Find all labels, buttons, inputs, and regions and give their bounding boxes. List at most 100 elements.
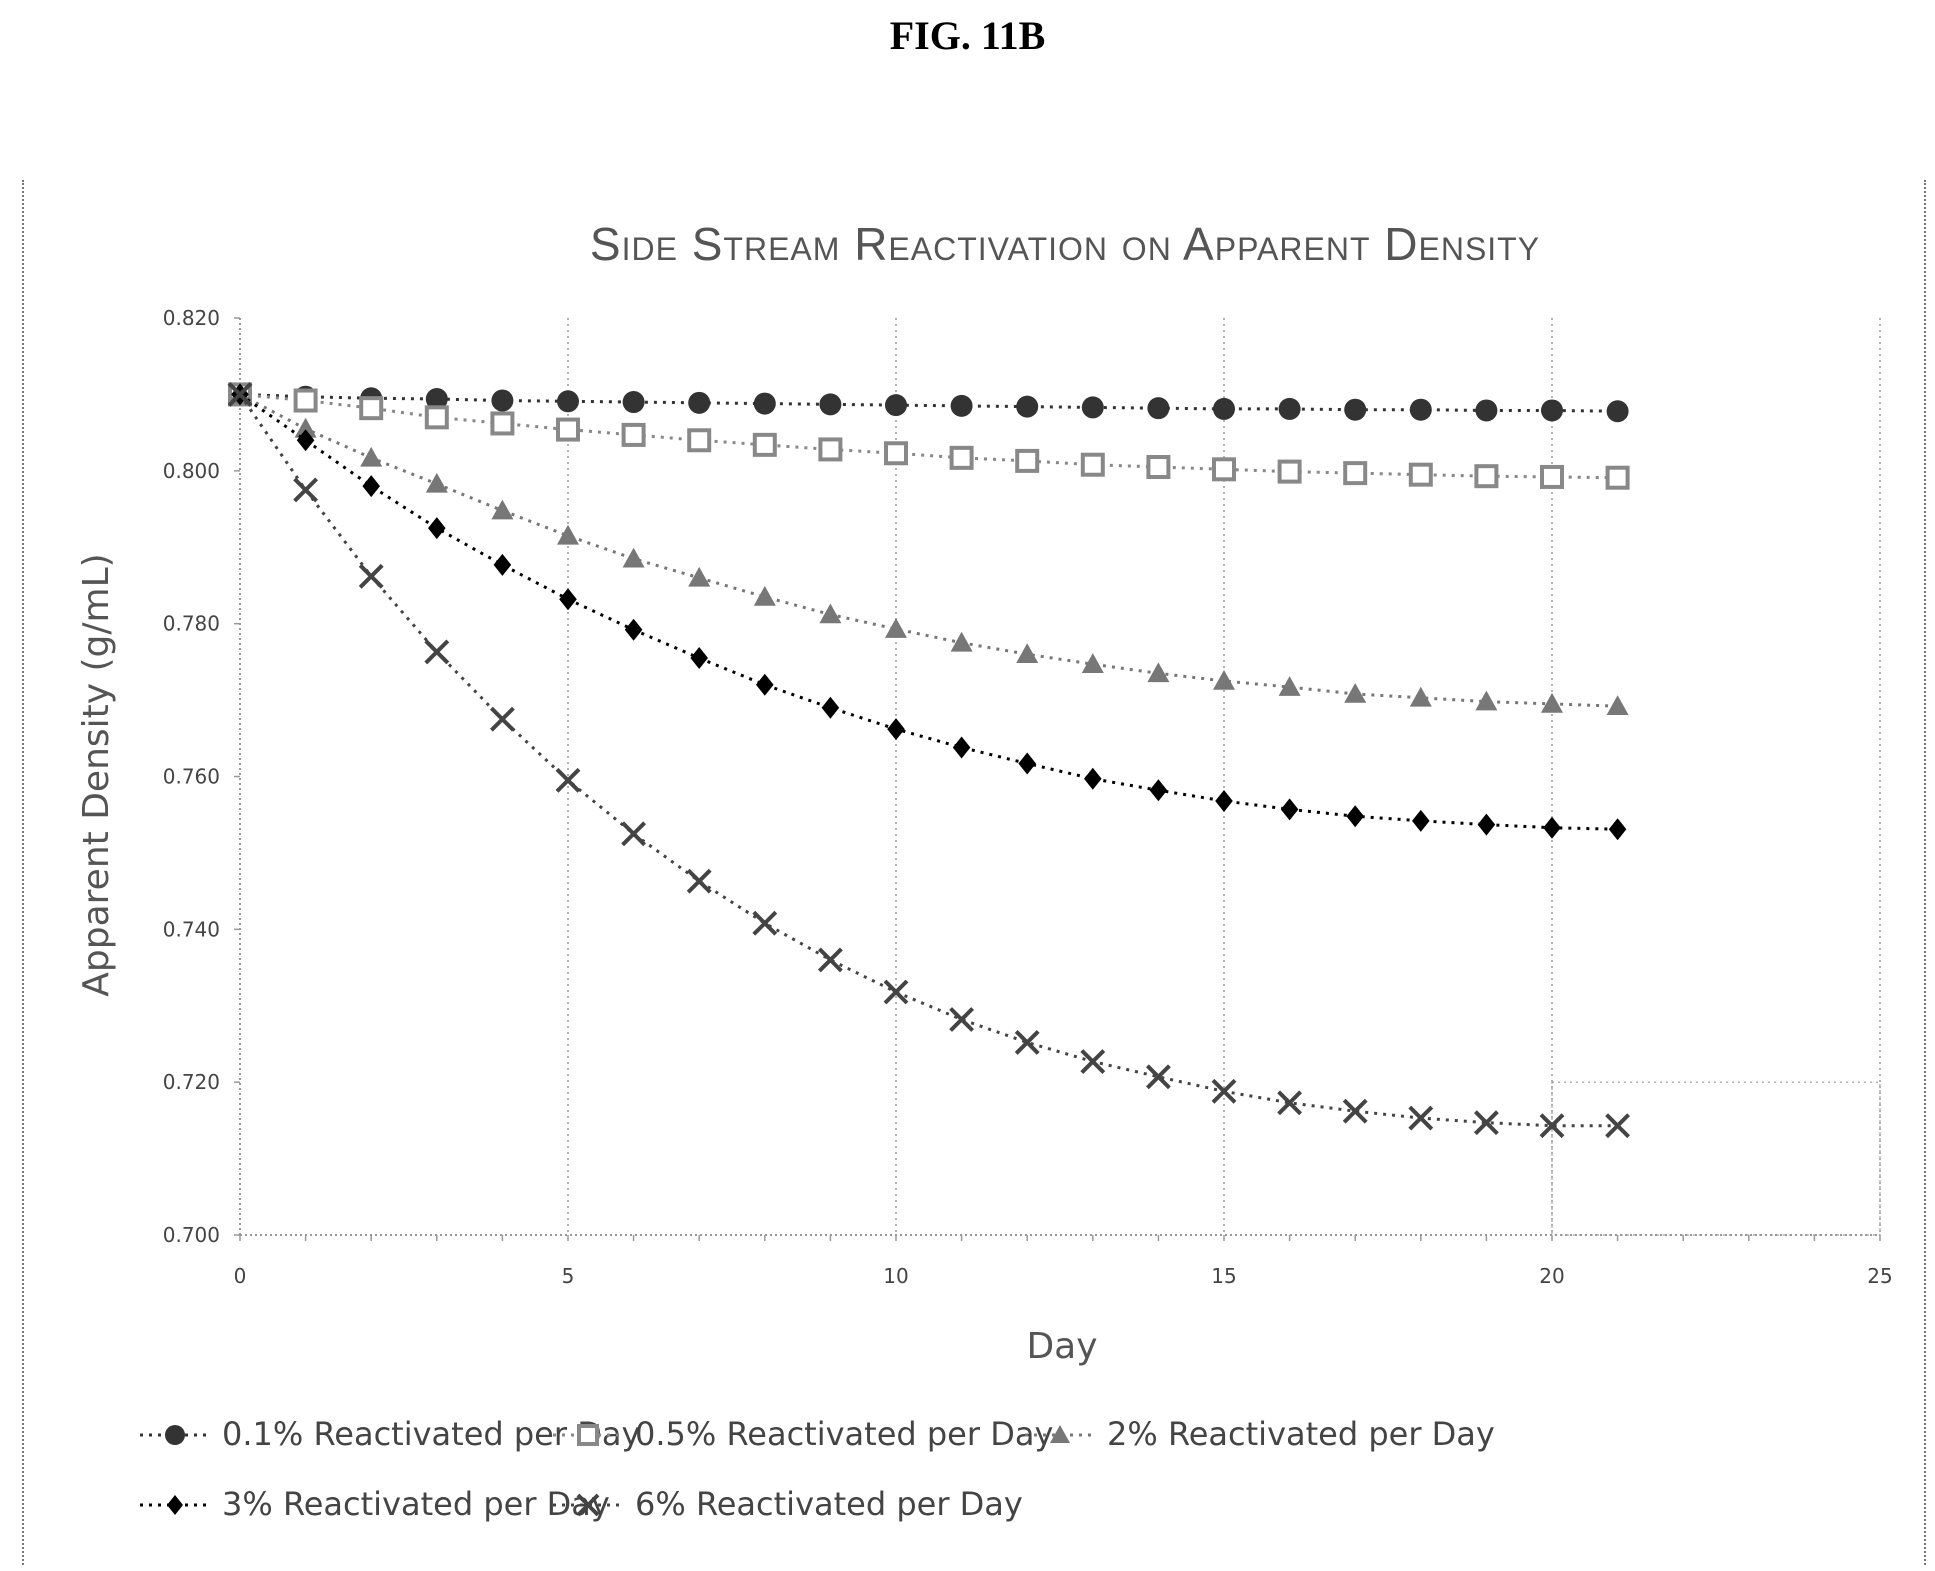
data-point (1342, 1098, 1368, 1124)
data-point (1541, 399, 1563, 422)
data-point (358, 563, 384, 589)
chart-title: Side Stream Reactivation on Apparent Den… (590, 218, 1540, 270)
legend-label: 0.1% Reactivated per Day (222, 1415, 640, 1453)
data-point (1080, 1049, 1106, 1074)
data-point (949, 445, 974, 470)
data-point (1149, 779, 1168, 802)
data-point (818, 437, 843, 462)
data-point (1475, 399, 1498, 422)
data-point (885, 394, 907, 417)
data-point (1016, 643, 1039, 664)
data-point (819, 603, 842, 624)
data-point (752, 432, 777, 457)
data-point (621, 422, 646, 447)
data-point (1081, 653, 1104, 673)
legend-label: 3% Reactivated per Day (222, 1485, 610, 1523)
y-tick-label: 0.800 (163, 459, 220, 483)
data-point (293, 388, 318, 413)
data-point (1015, 448, 1040, 473)
data-point (428, 517, 446, 540)
data-point (687, 428, 712, 453)
data-point (490, 411, 515, 436)
x-tick-label: 25 (1867, 1264, 1892, 1288)
data-point (688, 566, 711, 587)
y-axis-label: Apparent Density (g/mL) (76, 553, 117, 996)
legend-item: 0.5% Reactivated per Day (553, 1415, 1053, 1453)
legend-item: 6% Reactivated per Day (553, 1485, 1023, 1523)
data-point (1014, 1030, 1040, 1055)
data-point (359, 396, 384, 421)
data-point (1606, 695, 1629, 715)
data-point (1147, 397, 1170, 420)
series-line (239, 393, 1618, 831)
data-point (556, 417, 580, 442)
data-point (1146, 455, 1171, 480)
data-point (817, 947, 843, 973)
data-point (621, 821, 647, 847)
data-point (885, 618, 907, 638)
data-point (1605, 1113, 1631, 1139)
data-point (690, 647, 708, 670)
data-point (686, 868, 712, 894)
x-axis-label: Day (1026, 1326, 1097, 1367)
data-point (1543, 816, 1561, 839)
data-point (1277, 1090, 1303, 1116)
data-point (622, 391, 645, 414)
data-point (1473, 1110, 1499, 1136)
data-point (1409, 686, 1432, 707)
data-point (424, 405, 449, 430)
data-point (1145, 1064, 1171, 1090)
data-point (1475, 690, 1498, 711)
data-point (577, 1424, 599, 1446)
data-point (1213, 669, 1235, 690)
data-point (167, 1495, 183, 1515)
data-point (1477, 813, 1496, 836)
data-point (622, 547, 645, 568)
data-point (491, 389, 514, 412)
data-point (1346, 805, 1364, 828)
x-tick-label: 15 (1211, 1264, 1236, 1288)
data-point (1344, 398, 1367, 421)
data-point (1408, 1105, 1434, 1131)
data-point (1211, 1078, 1237, 1104)
data-point (1344, 682, 1367, 703)
data-point (425, 472, 448, 493)
series-1 (228, 382, 1630, 490)
data-point (555, 767, 581, 793)
legend-label: 2% Reactivated per Day (1107, 1415, 1495, 1453)
data-point (1213, 397, 1235, 420)
figure-label: FIG. 11B (889, 13, 1046, 58)
data-point (1280, 798, 1299, 821)
legend-label: 0.5% Reactivated per Day (635, 1415, 1053, 1453)
data-point (1215, 789, 1233, 812)
legend-item: 2% Reactivated per Day (1025, 1415, 1495, 1453)
x-tick-label: 10 (883, 1264, 908, 1288)
data-point (1081, 396, 1104, 419)
series-3 (231, 383, 1627, 841)
series-line (238, 393, 1618, 1128)
data-point (884, 441, 908, 466)
x-tick-label: 5 (562, 1264, 575, 1288)
data-point (1277, 459, 1302, 484)
data-point (424, 639, 450, 665)
data-point (557, 390, 579, 413)
data-point (624, 618, 643, 641)
data-point (1540, 464, 1564, 489)
legend-item: 3% Reactivated per Day (140, 1485, 610, 1523)
data-point (1212, 457, 1236, 482)
data-point (296, 429, 315, 452)
y-tick-label: 0.760 (163, 765, 220, 789)
data-point (362, 475, 380, 498)
data-point (821, 696, 840, 719)
series-4 (227, 382, 1631, 1139)
y-tick-label: 0.700 (163, 1223, 220, 1247)
data-point (1412, 809, 1430, 832)
data-point (294, 417, 317, 438)
x-tick-label: 20 (1539, 1264, 1564, 1288)
data-point (887, 718, 905, 741)
y-tick-label: 0.720 (163, 1070, 220, 1094)
data-point (293, 477, 319, 503)
data-point (949, 1007, 975, 1032)
